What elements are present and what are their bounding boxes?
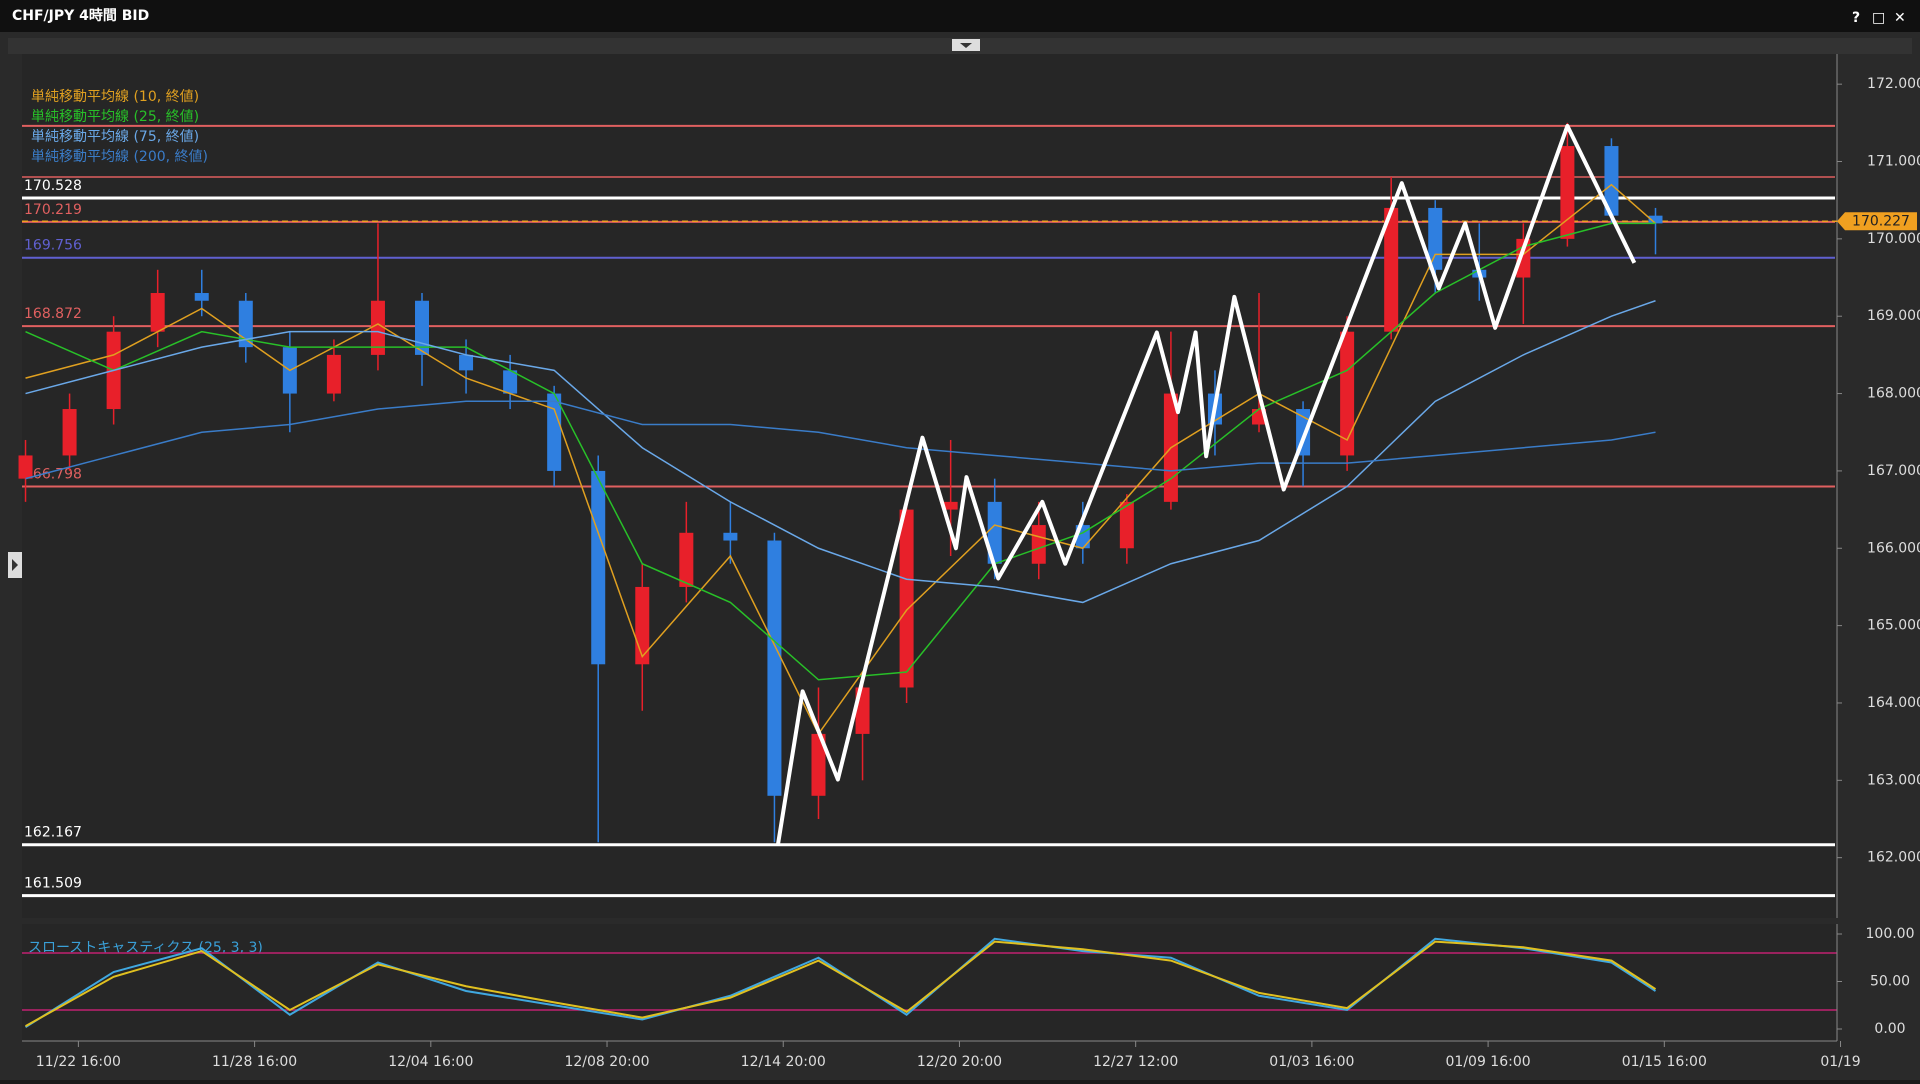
- current-price-label: 170.227: [1852, 213, 1910, 229]
- close-button[interactable]: ✕: [1894, 10, 1906, 26]
- legend-entry: 単純移動平均線 (10, 終値): [31, 89, 199, 105]
- y-tick-label: 163.000: [1867, 772, 1920, 788]
- candle-body: [943, 501, 958, 510]
- collapse-icon: [960, 43, 972, 48]
- candle-body: [18, 455, 33, 479]
- x-tick-label: 11/28 16:00: [212, 1054, 297, 1070]
- candle-body: [987, 501, 1002, 564]
- zigzag: [775, 123, 1637, 845]
- stochastic-tick-label: 100.00: [1866, 926, 1915, 942]
- y-tick-label: 169.000: [1867, 308, 1920, 324]
- x-tick-label: 01/03 16:00: [1269, 1054, 1354, 1070]
- candle-body: [767, 540, 782, 796]
- candle-body: [1340, 331, 1355, 456]
- moving-average: [25, 300, 1656, 604]
- candle-body: [811, 733, 826, 796]
- title-bar: [0, 0, 1920, 32]
- y-tick-label: 165.000: [1867, 618, 1920, 634]
- candle-body: [1119, 501, 1134, 549]
- candle-body: [1648, 215, 1663, 224]
- candle-body: [899, 509, 914, 688]
- x-tick-label: 01/15 16:00: [1622, 1054, 1707, 1070]
- candle-body: [370, 300, 385, 355]
- stochastic-tick-label: 50.00: [1870, 974, 1910, 990]
- x-tick-label: 12/20 20:00: [917, 1054, 1002, 1070]
- candle-body: [150, 293, 165, 332]
- level-label: 170.219: [24, 202, 82, 218]
- candle-body: [238, 300, 253, 348]
- level-label: 166.798: [24, 467, 82, 483]
- current-price-tag: [1837, 212, 1917, 231]
- candle-body: [1560, 146, 1575, 239]
- candle-body: [679, 532, 694, 587]
- y-tick-label: 170.000: [1867, 231, 1920, 247]
- y-tick-label: 166.000: [1867, 540, 1920, 556]
- legend-entry: 単純移動平均線 (75, 終値): [31, 129, 199, 145]
- candle-body: [415, 300, 430, 355]
- side-handle-icon: [12, 559, 18, 571]
- legend-entry: 単純移動平均線 (25, 終値): [31, 109, 199, 125]
- candle-body: [723, 532, 738, 541]
- candle-body: [194, 293, 209, 301]
- x-tick-label: 12/08 20:00: [564, 1054, 649, 1070]
- candle-body: [1604, 146, 1619, 216]
- y-tick-label: 162.000: [1867, 850, 1920, 866]
- x-tick-label: 01/09 16:00: [1446, 1054, 1531, 1070]
- help-button[interactable]: ?: [1852, 10, 1860, 26]
- level-label: 169.756: [24, 238, 82, 254]
- candle-body: [1031, 525, 1046, 564]
- x-tick-label: 12/04 16:00: [388, 1054, 473, 1070]
- x-tick-label: 11/22 16:00: [36, 1054, 121, 1070]
- x-tick-label: 01/19: [1820, 1054, 1860, 1070]
- stochastic-line: [25, 940, 1657, 1028]
- legend-entry: 単純移動平均線 (200, 終値): [31, 149, 208, 165]
- level-label: 161.509: [24, 876, 82, 892]
- y-tick-label: 164.000: [1867, 695, 1920, 711]
- y-tick-label: 172.000: [1867, 76, 1920, 92]
- window-title: CHF/JPY 4時間 BID: [12, 7, 149, 24]
- moving-average: [25, 400, 1656, 480]
- candle-body: [1384, 207, 1399, 332]
- y-tick-label: 167.000: [1867, 463, 1920, 479]
- level-label: 170.528: [24, 178, 82, 194]
- x-tick-label: 12/27 12:00: [1093, 1054, 1178, 1070]
- candle-body: [326, 354, 341, 394]
- stochastic-panel: [22, 924, 1837, 1041]
- level-label: 168.872: [24, 306, 82, 322]
- candle-body: [62, 409, 77, 456]
- candle-body: [459, 354, 474, 371]
- level-label: 162.167: [24, 825, 82, 841]
- y-tick-label: 171.000: [1867, 154, 1920, 170]
- y-tick-label: 168.000: [1867, 386, 1920, 402]
- candle-body: [547, 393, 562, 471]
- x-tick-label: 12/14 20:00: [741, 1054, 826, 1070]
- candle-body: [503, 370, 518, 394]
- stochastic-tick-label: 0.00: [1874, 1021, 1905, 1037]
- plot: 162.000 163.000 164.000 165.000 166.000 167.0…: [18, 54, 1920, 1070]
- candle-body: [591, 470, 606, 665]
- maximize-button[interactable]: □: [1872, 10, 1885, 26]
- candle-body: [635, 586, 650, 665]
